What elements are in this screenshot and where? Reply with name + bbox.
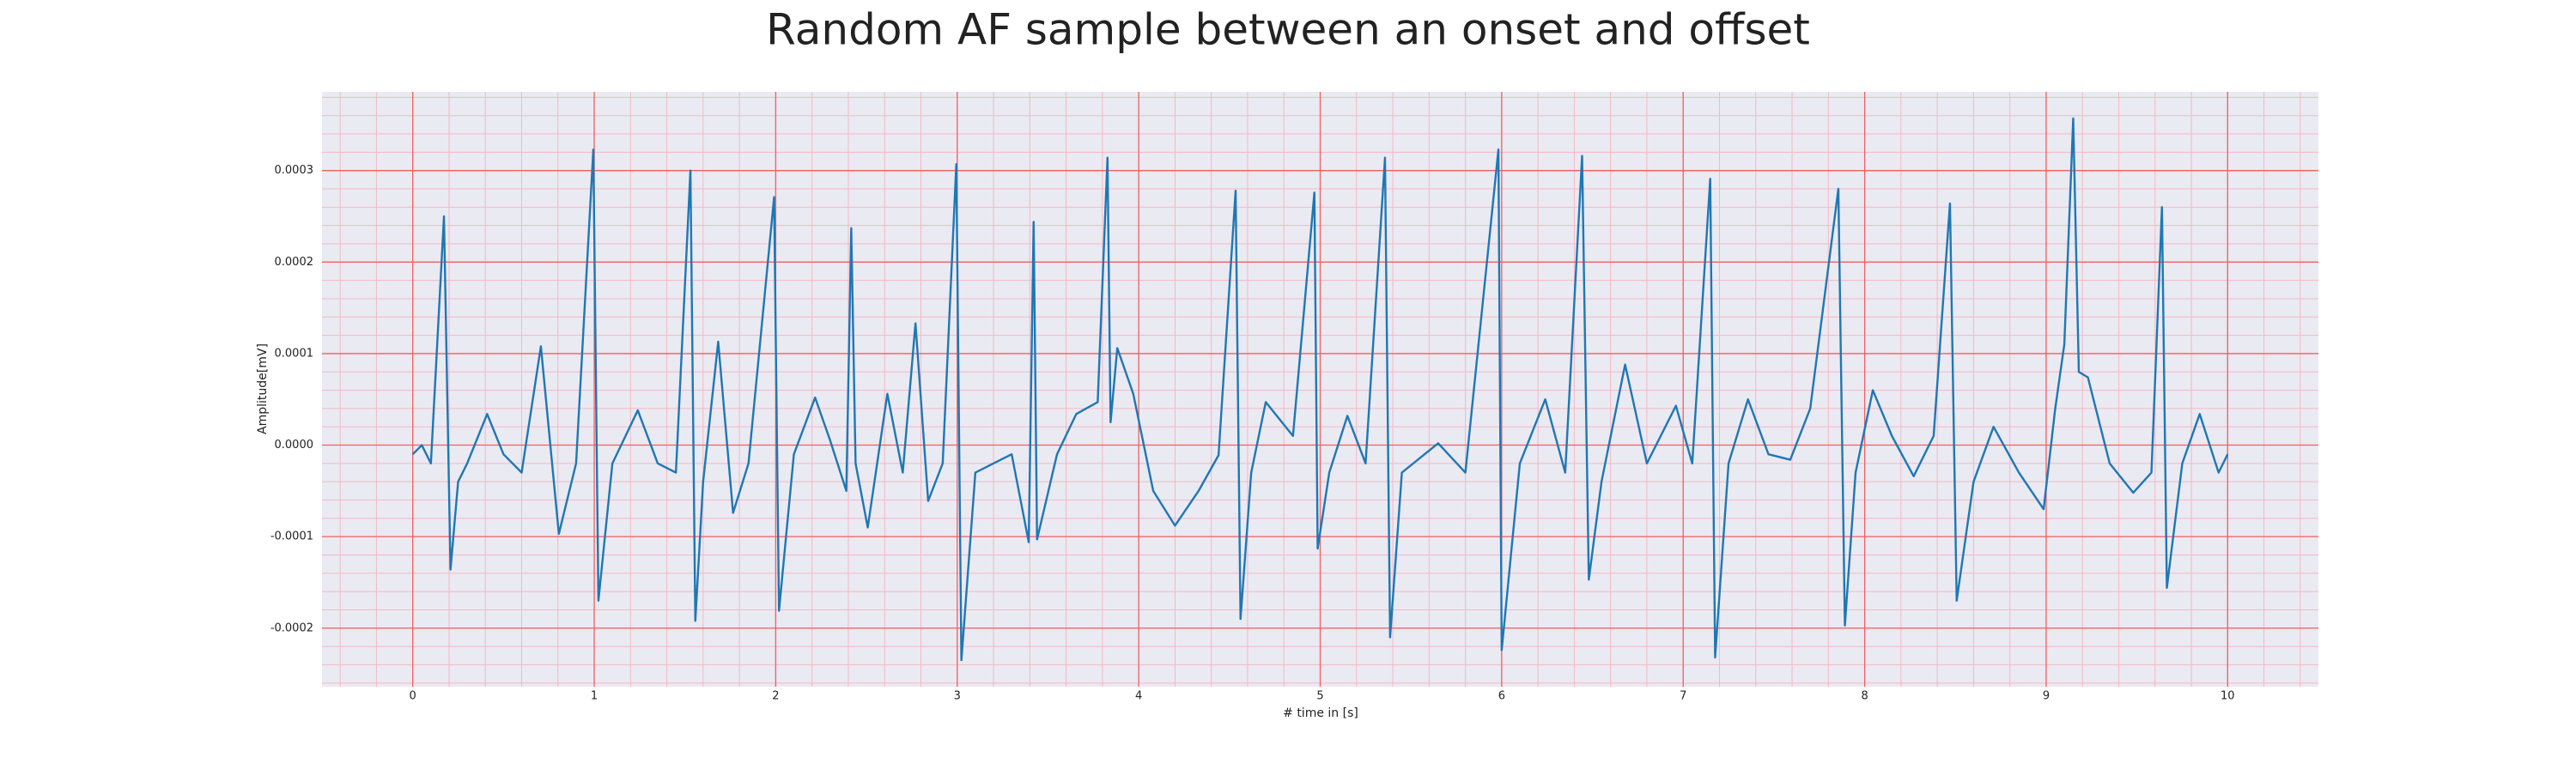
x-tick-label: 3 (954, 690, 961, 703)
x-tick-label: 8 (1861, 690, 1868, 703)
x-tick-label: 6 (1498, 690, 1505, 703)
y-tick-label: 0.0001 (275, 347, 314, 360)
y-tick-label: -0.0002 (270, 621, 313, 634)
x-tick-label: 10 (2221, 690, 2235, 703)
signal-line (411, 117, 2229, 662)
y-tick-label: 0.0002 (275, 256, 314, 269)
y-tick-label: -0.0001 (270, 530, 313, 543)
x-tick-label: 0 (410, 690, 416, 703)
x-tick-label: 4 (1135, 690, 1142, 703)
x-axis-label: # time in [s] (1283, 706, 1358, 720)
grid (322, 92, 2318, 687)
x-tick-label: 1 (591, 690, 598, 703)
x-tick-label: 7 (1680, 690, 1686, 703)
y-axis-label: Amplitude[mV] (256, 343, 270, 434)
x-tick-label: 9 (2043, 690, 2050, 703)
y-tick-label: 0.0000 (275, 439, 314, 452)
chart-title: Random AF sample between an onset and of… (766, 5, 1810, 55)
y-tick-label: 0.0003 (275, 164, 314, 177)
x-tick-label: 2 (772, 690, 779, 703)
x-tick-label: 5 (1316, 690, 1323, 703)
